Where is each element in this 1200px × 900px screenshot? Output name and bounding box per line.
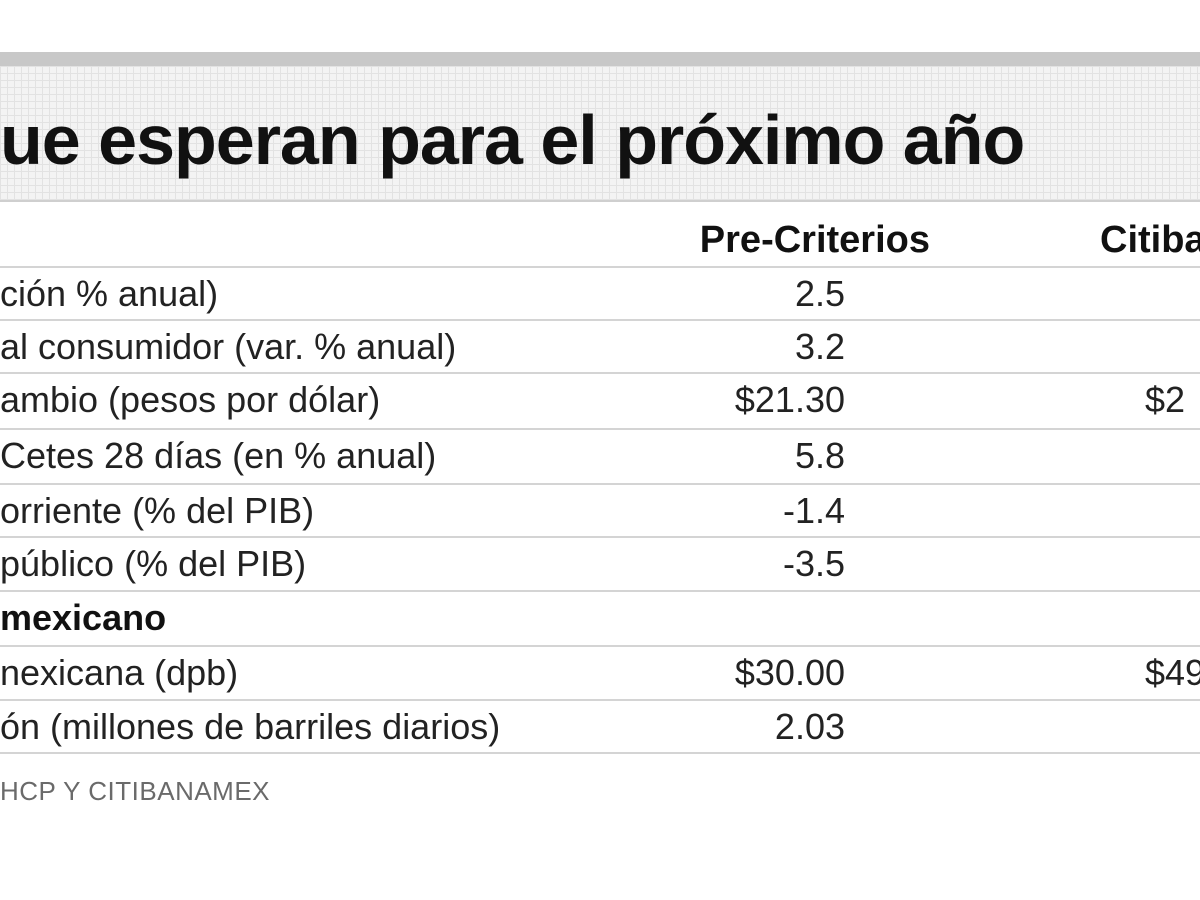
row-label: orriente (% del PIB) <box>0 490 315 531</box>
title-band <box>0 66 1200 200</box>
column-header-pre-criterios: Pre-Criterios <box>699 219 930 261</box>
row-value-pre-criterios: -1.4 <box>782 490 845 531</box>
section-row: mexicano <box>0 590 1200 643</box>
column-header-citibanamex: Citiba <box>1100 219 1200 261</box>
table-row: público (% del PIB) -3.5 <box>0 536 1200 589</box>
table-row: nexicana (dpb) $30.00 $49 <box>0 645 1200 698</box>
table-row: ón (millones de barriles diarios) 2.03 <box>0 699 1200 752</box>
table-row: orriente (% del PIB) -1.4 <box>0 483 1200 536</box>
row-label: ción % anual) <box>0 273 219 314</box>
title-underline <box>0 200 1200 202</box>
row-value-citibanamex: $49 <box>1145 652 1200 693</box>
row-value-pre-criterios: 3.2 <box>794 326 845 367</box>
bottom-rule <box>0 752 1200 754</box>
row-value-pre-criterios: $30.00 <box>734 652 845 693</box>
table-title: ue esperan para el próximo año <box>0 101 1025 179</box>
table-row: al consumidor (var. % anual) 3.2 <box>0 319 1200 372</box>
source-note: HCP Y CITIBANAMEX <box>0 776 271 806</box>
row-label: al consumidor (var. % anual) <box>0 326 457 367</box>
row-label: Cetes 28 días (en % anual) <box>0 435 437 476</box>
row-value-pre-criterios: 2.5 <box>794 273 845 314</box>
row-label: ón (millones de barriles diarios) <box>0 706 501 747</box>
top-rule <box>0 52 1200 66</box>
table-row: ción % anual) 2.5 <box>0 266 1200 319</box>
section-label: mexicano <box>0 597 167 638</box>
row-value-pre-criterios: 5.8 <box>794 435 845 476</box>
row-value-pre-criterios: -3.5 <box>782 543 845 584</box>
table-row: Cetes 28 días (en % anual) 5.8 <box>0 428 1200 481</box>
row-value-citibanamex: $2 <box>1145 379 1186 420</box>
row-value-pre-criterios: $21.30 <box>734 379 845 420</box>
row-label: público (% del PIB) <box>0 543 307 584</box>
row-label: ambio (pesos por dólar) <box>0 379 381 420</box>
table-row: ambio (pesos por dólar) $21.30 $2 <box>0 372 1200 425</box>
row-value-pre-criterios: 2.03 <box>774 706 845 747</box>
row-label: nexicana (dpb) <box>0 652 239 693</box>
